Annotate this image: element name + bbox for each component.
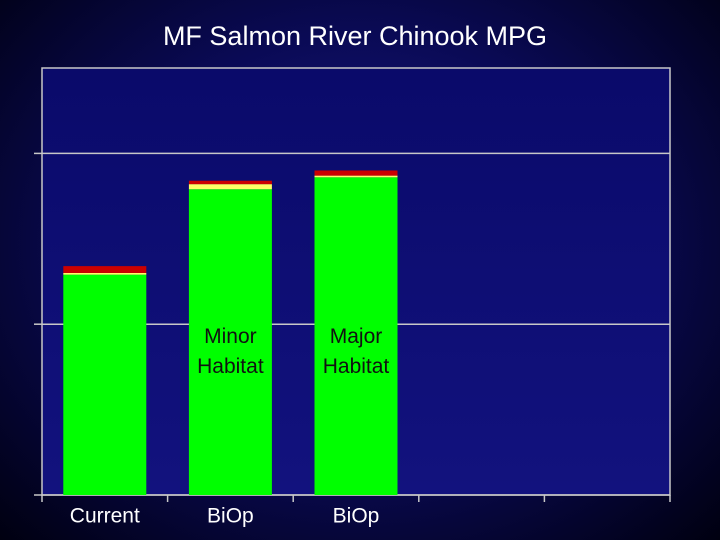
- bar-segment: [314, 175, 398, 178]
- bar-segment: [188, 184, 272, 190]
- bar-segment: [63, 274, 147, 495]
- bar-segment: [314, 177, 398, 495]
- bar-segment: [188, 180, 272, 185]
- chart-title: MF Salmon River Chinook MPG: [163, 21, 547, 51]
- bar-label: Minor Habitat: [197, 325, 264, 378]
- x-tick-label: BiOp: [207, 505, 254, 528]
- bar-label: Major Habitat: [322, 325, 390, 378]
- x-tick-label: BiOp: [333, 505, 380, 528]
- bar-segment: [63, 272, 147, 275]
- bar-segment: [188, 189, 272, 495]
- x-tick-label: Current: [70, 505, 140, 528]
- bar-segment: [63, 266, 147, 273]
- bar-segment: [314, 170, 398, 176]
